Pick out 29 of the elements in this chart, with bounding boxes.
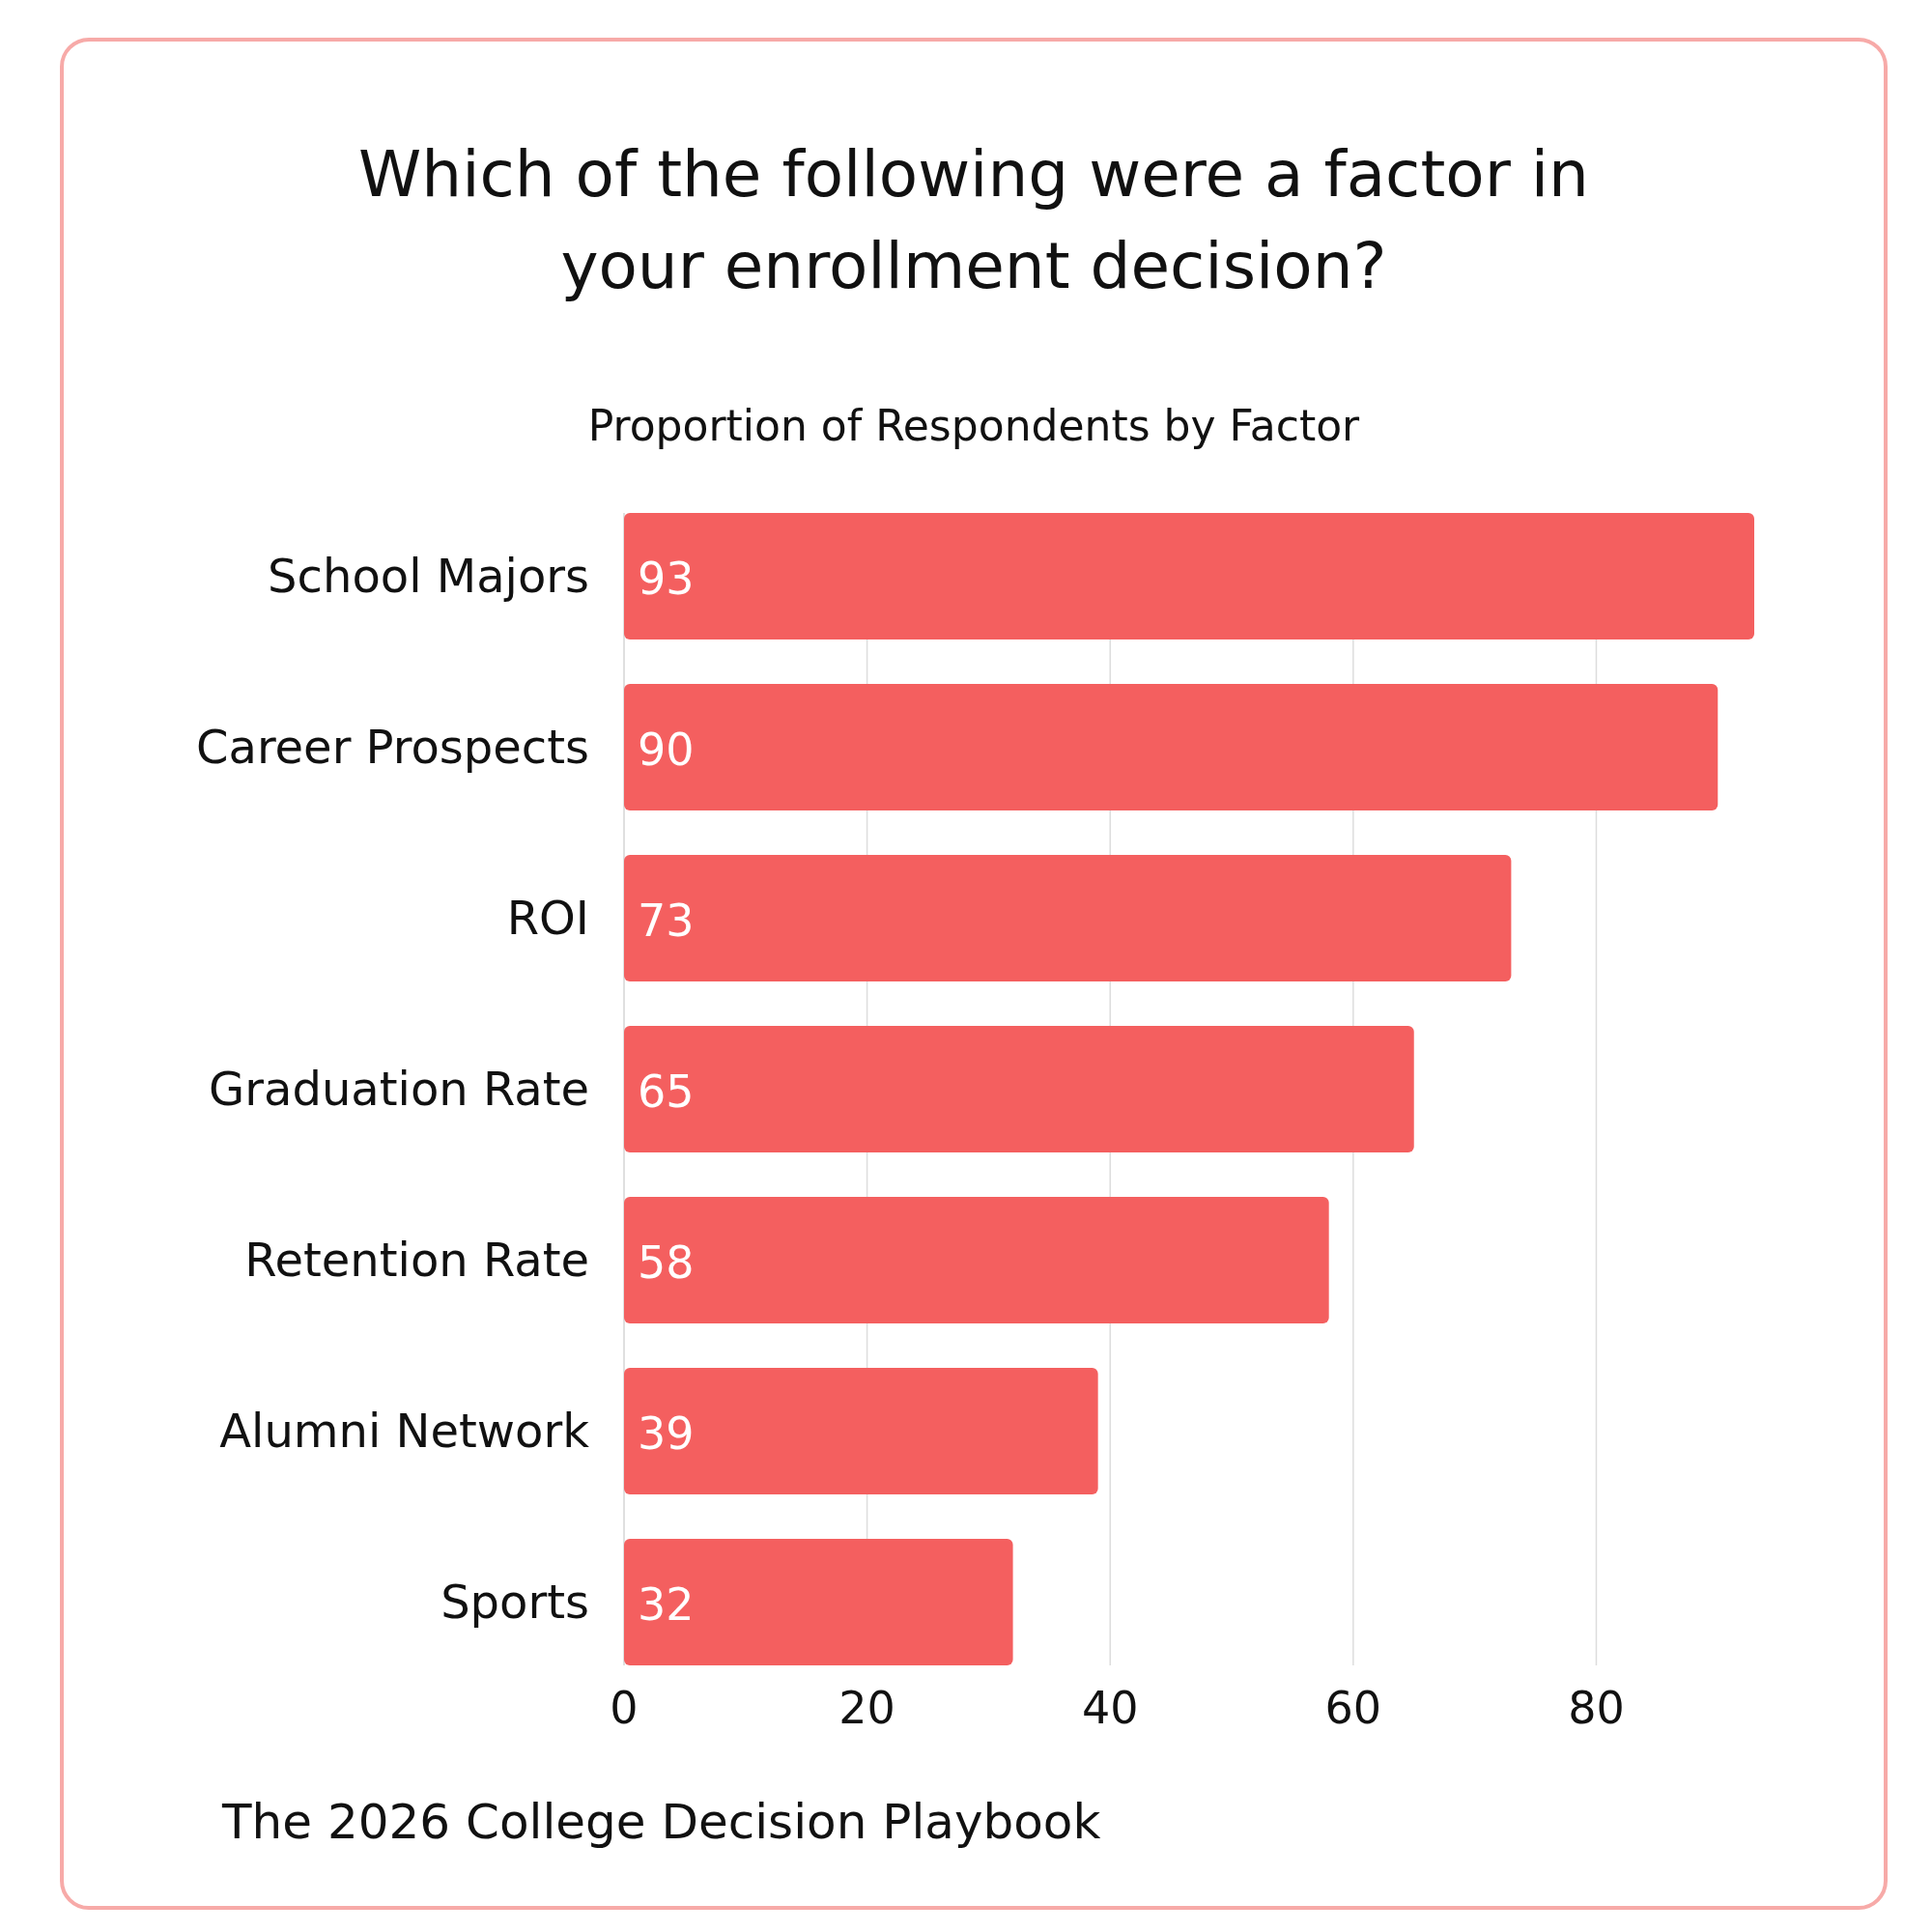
bar (624, 1026, 1414, 1152)
y-tick-label: ROI (506, 891, 589, 946)
bar (624, 684, 1719, 810)
bar (624, 1539, 1013, 1665)
y-tick-label: Sports (440, 1575, 589, 1630)
y-tick-label: Career Prospects (195, 720, 589, 775)
x-tick-label: 60 (1324, 1682, 1382, 1734)
text: The 2026 College Decision Playbook (221, 1794, 1101, 1850)
bar (624, 1368, 1098, 1494)
y-tick-label: Alumni Network (219, 1404, 590, 1459)
data-label: 90 (638, 723, 695, 776)
x-tick-label: 0 (610, 1682, 639, 1734)
data-label: 73 (638, 894, 695, 947)
bar (624, 1197, 1329, 1323)
y-tick-label: Graduation Rate (209, 1062, 589, 1117)
y-tick-label: Retention Rate (244, 1233, 589, 1288)
x-tick-label: 80 (1568, 1682, 1625, 1734)
bar (624, 855, 1512, 981)
chart-title: Which of the following were a factor in your enrollment decision? (358, 137, 1589, 303)
x-tick-label: 20 (838, 1682, 895, 1734)
data-label: 39 (638, 1406, 695, 1460)
data-label: 32 (638, 1577, 695, 1631)
data-label: 65 (638, 1065, 695, 1118)
bar (624, 513, 1754, 639)
chart-subtitle: Proportion of Respondents by Factor (587, 401, 1361, 450)
data-label: 58 (638, 1236, 695, 1289)
data-label: 93 (638, 552, 695, 605)
x-tick-label: 40 (1081, 1682, 1139, 1734)
y-tick-label: School Majors (268, 549, 589, 604)
